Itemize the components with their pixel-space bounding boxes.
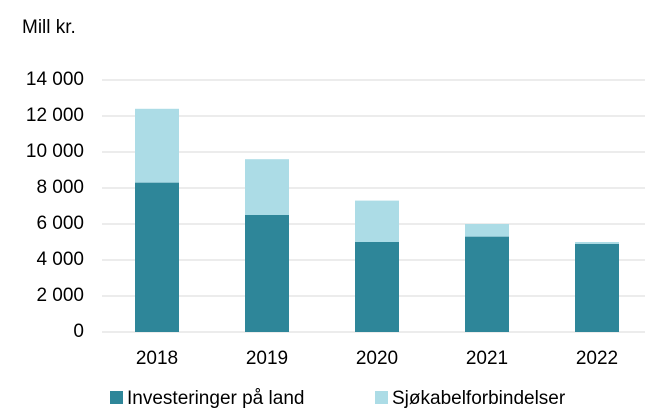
bar-segment	[575, 243, 619, 332]
x-tick-label: 2022	[576, 348, 618, 369]
bar-segment	[135, 182, 179, 332]
bar-segment	[575, 242, 619, 244]
bar-segment	[465, 236, 509, 332]
bar-segment	[355, 242, 399, 332]
legend-swatch	[110, 391, 123, 404]
y-tick-label: 6 000	[36, 213, 84, 234]
y-tick-label: 4 000	[36, 249, 84, 270]
x-tick-label: 2020	[356, 348, 398, 369]
y-tick-label: 10 000	[26, 141, 84, 162]
bar-segment	[355, 200, 399, 242]
legend-swatch	[375, 391, 388, 404]
x-tick-label: 2019	[246, 348, 288, 369]
bar-segment	[245, 159, 289, 215]
bar-segment	[135, 108, 179, 183]
x-tick-label: 2021	[466, 348, 508, 369]
y-tick-label: 0	[73, 321, 84, 342]
x-tick-label: 2018	[136, 348, 178, 369]
y-axis-title: Mill kr.	[22, 17, 76, 38]
legend-label: Sjøkabelforbindelser	[392, 388, 566, 409]
y-tick-label: 8 000	[36, 177, 84, 198]
bar-segment	[245, 215, 289, 332]
legend-label: Investeringer på land	[127, 388, 304, 409]
y-tick-label: 14 000	[26, 69, 84, 90]
bar-segment	[465, 224, 509, 237]
y-tick-label: 2 000	[36, 285, 84, 306]
y-tick-label: 12 000	[26, 105, 84, 126]
